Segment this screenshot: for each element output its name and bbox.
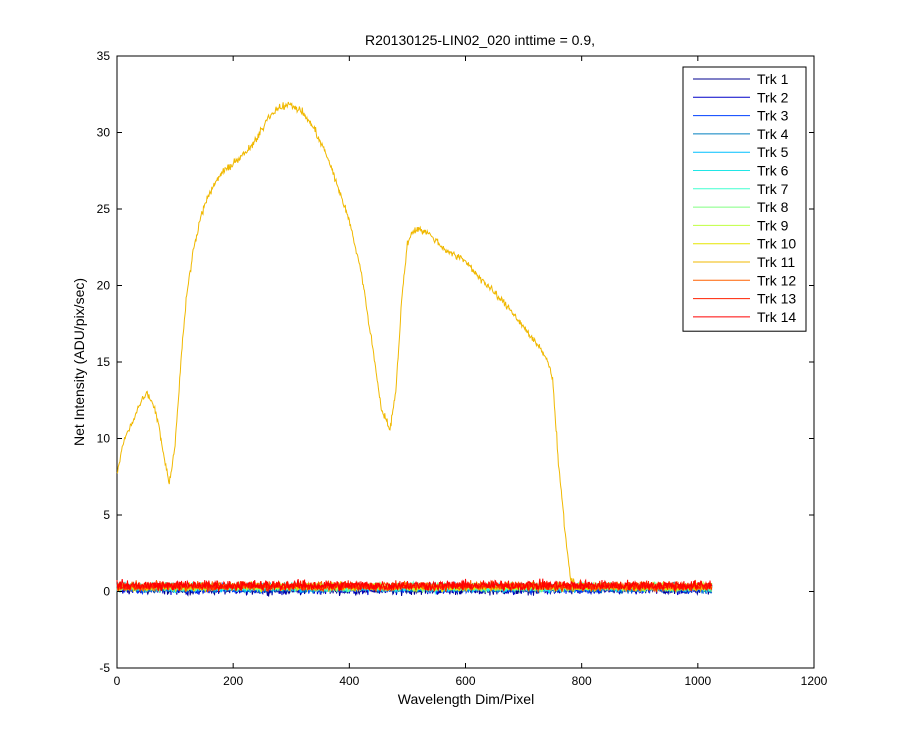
y-tick-label: 10 [97, 432, 111, 446]
y-tick-label: 5 [103, 508, 110, 522]
legend-entry-label: Trk 8 [757, 199, 789, 215]
x-tick-label: 1200 [801, 674, 828, 688]
x-axis-label: Wavelength Dim/Pixel [398, 691, 534, 707]
legend-entry-label: Trk 4 [757, 126, 789, 142]
series-line-trk-14 [116, 578, 713, 592]
tick-layer: 0 200 400 600 800 1000 1200 -5 0 5 10 15 20 25 30 35 [97, 49, 828, 688]
x-tick-label: 600 [455, 674, 475, 688]
legend-entry-label: Trk 14 [757, 309, 796, 325]
legend-entry-label: Trk 1 [757, 71, 789, 87]
legend-entry-label: Trk 12 [757, 272, 796, 288]
x-tick-label: 800 [572, 674, 592, 688]
chart-title: R20130125-LIN02_020 inttime = 0.9, [365, 32, 595, 48]
legend-entry-label: Trk 2 [757, 89, 789, 105]
y-tick-label: 0 [103, 585, 110, 599]
y-tick-label: -5 [99, 661, 110, 675]
legend-entry-label: Trk 3 [757, 108, 789, 124]
x-tick-label: 1000 [684, 674, 711, 688]
legend-box [682, 66, 807, 332]
y-tick-label: 25 [97, 202, 111, 216]
x-tick-label: 200 [223, 674, 243, 688]
legend-entry-label: Trk 6 [757, 163, 789, 179]
legend: Trk 1 Trk 2 Trk 3 Trk 4 Trk 5 Trk 6 Trk 7 Trk 8… [682, 66, 807, 332]
legend-entry-label: Trk 7 [757, 181, 789, 197]
y-tick-label: 30 [97, 126, 111, 140]
legend-entry-label: Trk 13 [757, 291, 796, 307]
legend-entry-label: Trk 5 [757, 144, 789, 160]
y-tick-label: 20 [97, 279, 111, 293]
y-tick-label: 35 [97, 49, 111, 63]
x-tick-label: 0 [114, 674, 121, 688]
y-axis-label: Net Intensity (ADU/pix/sec) [71, 278, 87, 446]
series-layer [116, 101, 713, 597]
legend-entry-label: Trk 9 [757, 217, 789, 233]
y-tick-label: 15 [97, 355, 111, 369]
x-tick-label: 400 [339, 674, 359, 688]
legend-entry-label: Trk 10 [757, 236, 796, 252]
legend-entry-label: Trk 11 [757, 254, 795, 270]
